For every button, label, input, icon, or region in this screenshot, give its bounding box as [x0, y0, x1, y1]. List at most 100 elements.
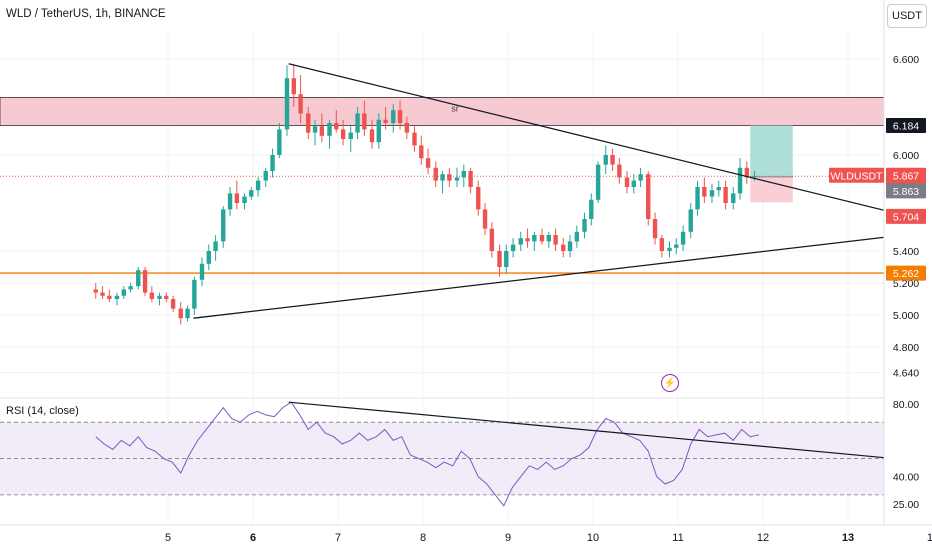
candle-body — [221, 209, 225, 241]
candle-body — [504, 251, 508, 267]
candle-body — [115, 296, 119, 299]
candle — [107, 289, 111, 302]
candle-body — [157, 296, 161, 299]
candle-body — [596, 165, 600, 200]
position-target-zone — [750, 126, 793, 177]
candle-body — [136, 270, 140, 286]
candle-body — [235, 193, 239, 203]
candle — [434, 161, 438, 187]
candle-body — [313, 126, 317, 132]
candle-body — [107, 296, 111, 299]
candle-body — [660, 238, 664, 251]
position-entry-badge-text: 5.863 — [893, 186, 919, 198]
candle — [221, 206, 225, 248]
candle — [235, 181, 239, 210]
candle-body — [468, 171, 472, 187]
candle-body — [277, 129, 281, 155]
candle-body — [638, 174, 642, 180]
candle-body — [100, 293, 104, 296]
time-tick-label: 9 — [505, 532, 511, 544]
candle — [653, 213, 657, 245]
candle — [610, 149, 614, 171]
time-tick-label: 12 — [757, 532, 769, 544]
candle — [625, 171, 629, 193]
candle — [483, 203, 487, 235]
price-tick-label: 6.000 — [893, 150, 919, 162]
candle — [192, 277, 196, 315]
price-tick-label: 4.800 — [893, 342, 919, 354]
candle-body — [568, 241, 572, 251]
time-tick-label: 5 — [165, 532, 171, 544]
candle — [681, 225, 685, 251]
candle — [277, 123, 281, 158]
candle-body — [185, 309, 189, 319]
candle-body — [143, 270, 147, 292]
candle-body — [320, 126, 324, 136]
candle-body — [511, 245, 515, 251]
candle-body — [377, 120, 381, 142]
candle-body — [334, 123, 338, 129]
candle — [200, 257, 204, 286]
candle-body — [419, 145, 423, 158]
candle — [185, 305, 189, 321]
candle — [731, 187, 735, 209]
support-price-badge: 5.262 — [886, 266, 926, 281]
candle — [710, 184, 714, 203]
candle-body — [462, 171, 466, 177]
candle-body — [298, 94, 302, 113]
candle-body — [497, 251, 501, 267]
candle-body — [702, 187, 706, 197]
candle-body — [731, 193, 735, 203]
candle-body — [710, 190, 714, 196]
candle-body — [532, 235, 536, 241]
candle-body — [164, 296, 168, 299]
candle-body — [349, 133, 353, 139]
candle — [660, 235, 664, 257]
candle-body — [681, 232, 685, 245]
rsi-title: RSI (14, close) — [6, 405, 79, 417]
time-tick-label: 14 — [927, 532, 932, 544]
candle-body — [391, 110, 395, 123]
candle — [242, 193, 246, 209]
price-tick-label: 5.400 — [893, 246, 919, 258]
candle — [157, 293, 161, 306]
candle — [617, 158, 621, 184]
time-tick-label: 11 — [672, 532, 683, 544]
rsi-tick-label: 25.00 — [893, 499, 919, 511]
candle — [327, 120, 331, 149]
rsi-tick-label: 80.00 — [893, 399, 919, 411]
candle-body — [440, 174, 444, 180]
currency-button[interactable]: USDT — [887, 4, 927, 28]
lightning-bolt-icon[interactable]: ⚡ — [661, 374, 679, 392]
candle — [738, 158, 742, 200]
candle-body — [610, 155, 614, 165]
candle — [285, 65, 289, 135]
candle — [646, 171, 650, 225]
candle — [490, 222, 494, 257]
candle — [228, 187, 232, 216]
candle — [723, 181, 727, 210]
support-price-badge-text: 5.262 — [893, 268, 919, 280]
candle-body — [285, 78, 289, 129]
candle — [717, 181, 721, 197]
candle-body — [646, 174, 650, 219]
candle-body — [674, 245, 678, 248]
candle — [213, 235, 217, 261]
candle-body — [738, 168, 742, 194]
candle — [476, 181, 480, 216]
candle-body — [362, 113, 366, 129]
candle-body — [547, 235, 551, 241]
candle-body — [94, 289, 98, 292]
rsi-pane — [0, 398, 932, 506]
candle — [604, 145, 608, 174]
symbol-badge-text: WLDUSDT — [831, 170, 884, 182]
candle — [582, 213, 586, 239]
candle-body — [341, 129, 345, 139]
candle-body — [455, 177, 459, 180]
candle — [447, 168, 451, 187]
position-stop-zone — [750, 177, 793, 202]
candle — [179, 302, 183, 324]
descending-trendline — [289, 64, 932, 229]
